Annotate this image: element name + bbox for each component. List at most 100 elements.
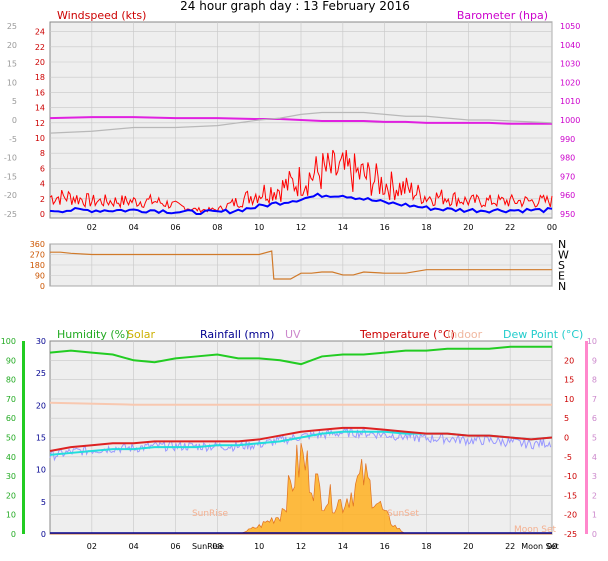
x-tick-label: 18 bbox=[421, 223, 431, 232]
legend-dewpoint: Dew Point (°C) bbox=[503, 328, 583, 341]
x-tick-label: 04 bbox=[129, 542, 139, 551]
direction-tick-label: W bbox=[558, 249, 569, 262]
y-tick-label: 15 bbox=[7, 60, 17, 69]
y-tick-label: 990 bbox=[560, 135, 575, 144]
uv-tick-label: 0 bbox=[592, 530, 597, 539]
y-tick-label: 16 bbox=[35, 88, 45, 97]
humidity-tick-label: 90 bbox=[6, 356, 16, 365]
x-tick-label: 12 bbox=[296, 542, 306, 551]
humidity-tick-label: 0 bbox=[11, 530, 16, 539]
direction-tick-label: E bbox=[558, 270, 565, 283]
humidity-tick-label: 20 bbox=[6, 491, 16, 500]
legend-humidity: Humidity (%) bbox=[57, 328, 129, 341]
y-tick-label: 360 bbox=[30, 240, 45, 249]
x-tick-label: 14 bbox=[338, 542, 348, 551]
y-tick-label: 10 bbox=[7, 78, 17, 87]
x-tick-label: 22 bbox=[505, 223, 515, 232]
barometer-axis-label: Barometer (hpa) bbox=[457, 9, 548, 22]
y-tick-label: 1040 bbox=[560, 41, 580, 50]
rain-tick-label: 15 bbox=[36, 434, 46, 443]
direction-tick-label: S bbox=[558, 259, 565, 272]
humidity-axis-bar bbox=[22, 341, 25, 534]
rain-tick-label: 5 bbox=[41, 498, 46, 507]
rain-tick-label: 20 bbox=[36, 401, 46, 410]
y-tick-label: 25 bbox=[7, 22, 17, 31]
y-tick-label: -15 bbox=[564, 491, 577, 500]
y-tick-label: 6 bbox=[40, 164, 45, 173]
humidity-tick-label: 30 bbox=[6, 472, 16, 481]
y-tick-label: 1030 bbox=[560, 60, 580, 69]
y-tick-label: -10 bbox=[564, 472, 577, 481]
barometer-alt-line bbox=[49, 111, 553, 134]
direction-tick-label: N bbox=[558, 280, 566, 293]
x-tick-label: 00 bbox=[547, 223, 557, 232]
x-tick-label: 18 bbox=[421, 542, 431, 551]
y-tick-label: 10 bbox=[35, 134, 45, 143]
y-tick-label: 980 bbox=[560, 154, 575, 163]
x-tick-label: 22 bbox=[505, 542, 515, 551]
y-tick-label: 2 bbox=[40, 195, 45, 204]
windspeed-axis-label: Windspeed (kts) bbox=[57, 9, 146, 22]
x-tick-label: 06 bbox=[170, 542, 180, 551]
moonset-bottom-label: Moon Set bbox=[521, 542, 558, 551]
y-tick-label: -5 bbox=[9, 135, 17, 144]
sunset-annotation: SunSet bbox=[387, 509, 419, 519]
x-tick-label: 02 bbox=[87, 542, 97, 551]
x-tick-label: 10 bbox=[254, 542, 264, 551]
y-tick-label: 1010 bbox=[560, 97, 580, 106]
y-tick-label: -25 bbox=[564, 530, 577, 539]
x-tick-label: 14 bbox=[338, 223, 348, 232]
x-tick-label: 08 bbox=[212, 223, 222, 232]
humidity-tick-label: 80 bbox=[6, 376, 16, 385]
humidity-tick-label: 70 bbox=[6, 395, 16, 404]
direction-tick-label: N bbox=[558, 238, 566, 251]
x-tick-label: 04 bbox=[129, 223, 139, 232]
humidity-tick-label: 100 bbox=[1, 337, 16, 346]
rain-tick-label: 30 bbox=[36, 337, 46, 346]
humidity-tick-label: 10 bbox=[6, 511, 16, 520]
y-tick-label: 24 bbox=[35, 28, 45, 37]
uv-tick-label: 1 bbox=[592, 511, 597, 520]
y-tick-label: 1050 bbox=[560, 22, 580, 31]
moonset-annotation: Moon Set bbox=[514, 525, 557, 535]
x-tick-label: 12 bbox=[296, 223, 306, 232]
y-tick-label: 0 bbox=[40, 282, 45, 291]
x-tick-label: 08 bbox=[212, 542, 222, 551]
solar-area bbox=[50, 443, 552, 535]
y-tick-label: 5 bbox=[12, 97, 17, 106]
y-tick-label: 22 bbox=[35, 43, 45, 52]
y-tick-label: 950 bbox=[560, 210, 575, 219]
rain-tick-label: 25 bbox=[36, 369, 46, 378]
uv-tick-label: 8 bbox=[592, 376, 597, 385]
humidity-line bbox=[49, 345, 552, 366]
wind-average-line bbox=[49, 192, 553, 215]
x-tick-label: 16 bbox=[380, 223, 390, 232]
humidity-tick-label: 60 bbox=[6, 414, 16, 423]
y-tick-label: 20 bbox=[564, 356, 574, 365]
x-tick-label: 20 bbox=[463, 542, 473, 551]
y-tick-label: 10 bbox=[564, 395, 574, 404]
y-tick-label: -15 bbox=[4, 172, 17, 181]
legend-solar: Solar bbox=[127, 328, 156, 341]
y-tick-label: 960 bbox=[560, 191, 575, 200]
x-tick-label: 10 bbox=[254, 223, 264, 232]
y-tick-label: -10 bbox=[4, 154, 17, 163]
x-tick-label: 20 bbox=[463, 223, 473, 232]
y-tick-label: 18 bbox=[35, 73, 45, 82]
uv-tick-label: 7 bbox=[592, 395, 597, 404]
uv-tick-label: 2 bbox=[592, 491, 597, 500]
y-tick-label: 8 bbox=[40, 149, 45, 158]
x-tick-label: 16 bbox=[380, 542, 390, 551]
windspeed-line bbox=[49, 149, 553, 213]
y-tick-label: 20 bbox=[7, 41, 17, 50]
y-tick-label: 12 bbox=[35, 119, 45, 128]
y-tick-label: 970 bbox=[560, 172, 575, 181]
y-tick-label: -25 bbox=[4, 210, 17, 219]
x-tick-label: 06 bbox=[170, 223, 180, 232]
uv-tick-label: 6 bbox=[592, 414, 597, 423]
uv-tick-label: 10 bbox=[587, 337, 597, 346]
uv-tick-label: 5 bbox=[592, 434, 597, 443]
y-tick-label: 180 bbox=[30, 261, 45, 270]
rain-tick-label: 0 bbox=[41, 530, 46, 539]
